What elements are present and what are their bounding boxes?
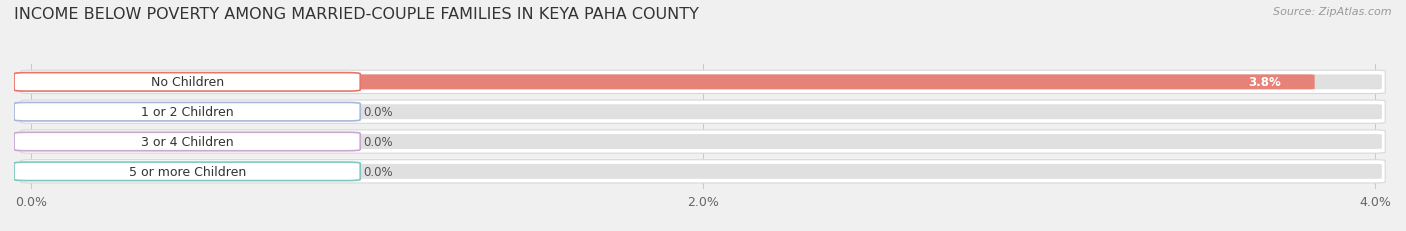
FancyBboxPatch shape [24, 164, 347, 179]
FancyBboxPatch shape [24, 105, 347, 120]
Text: 1 or 2 Children: 1 or 2 Children [141, 106, 233, 119]
FancyBboxPatch shape [24, 75, 1382, 90]
Text: 0.0%: 0.0% [364, 106, 394, 119]
FancyBboxPatch shape [21, 101, 1385, 124]
FancyBboxPatch shape [21, 130, 1385, 153]
FancyBboxPatch shape [21, 160, 1385, 183]
Text: 0.0%: 0.0% [364, 165, 394, 178]
FancyBboxPatch shape [14, 103, 360, 122]
FancyBboxPatch shape [14, 73, 360, 92]
Text: 3 or 4 Children: 3 or 4 Children [141, 135, 233, 148]
Text: No Children: No Children [150, 76, 224, 89]
FancyBboxPatch shape [24, 105, 1382, 120]
FancyBboxPatch shape [24, 75, 1315, 90]
Text: Source: ZipAtlas.com: Source: ZipAtlas.com [1274, 7, 1392, 17]
FancyBboxPatch shape [21, 71, 1385, 94]
Text: 5 or more Children: 5 or more Children [128, 165, 246, 178]
FancyBboxPatch shape [24, 134, 1382, 149]
FancyBboxPatch shape [14, 133, 360, 151]
FancyBboxPatch shape [24, 164, 1382, 179]
Text: 3.8%: 3.8% [1249, 76, 1281, 89]
FancyBboxPatch shape [14, 162, 360, 181]
Text: INCOME BELOW POVERTY AMONG MARRIED-COUPLE FAMILIES IN KEYA PAHA COUNTY: INCOME BELOW POVERTY AMONG MARRIED-COUPL… [14, 7, 699, 22]
FancyBboxPatch shape [24, 134, 347, 149]
Text: 0.0%: 0.0% [364, 135, 394, 148]
